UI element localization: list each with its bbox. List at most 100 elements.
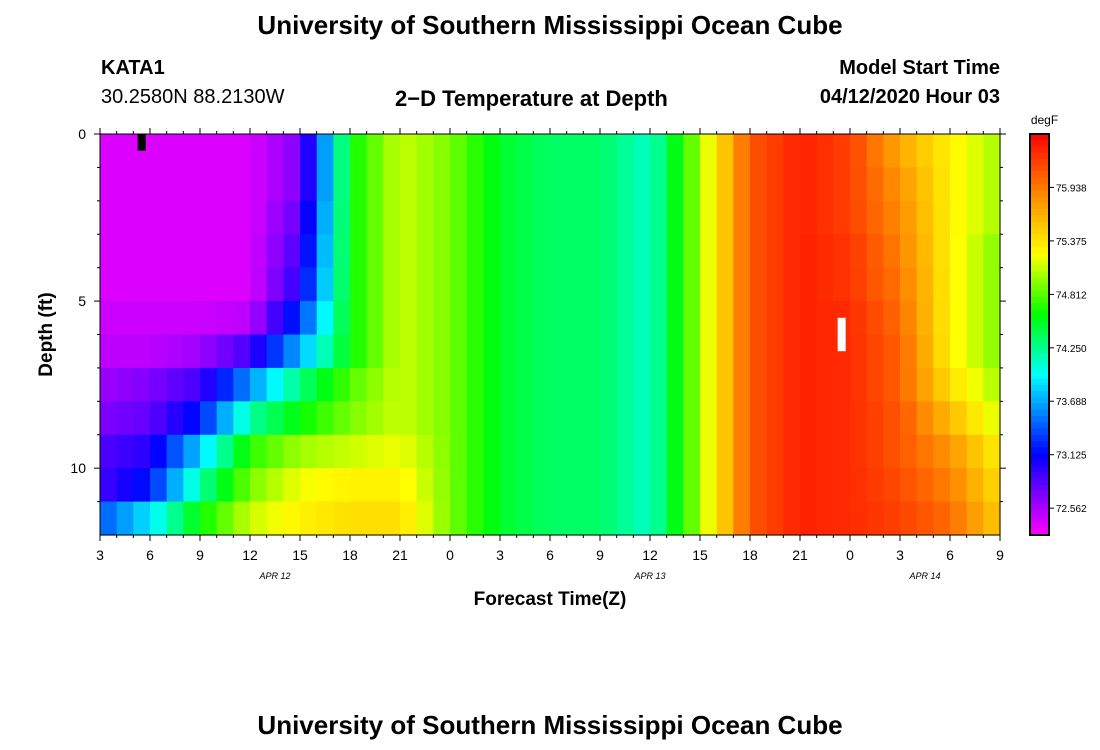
heatmap-cell — [833, 501, 851, 536]
heatmap-cell — [483, 468, 501, 503]
x-tick-label: 6 — [546, 547, 554, 563]
heatmap-cell — [600, 267, 618, 302]
colorbar-swatch — [1030, 234, 1049, 242]
colorbar-label: 75.938 — [1056, 183, 1087, 194]
colorbar-swatch — [1030, 140, 1049, 148]
heatmap-cell — [333, 134, 351, 169]
heatmap-cell — [916, 267, 934, 302]
heatmap-cell — [883, 267, 901, 302]
heatmap-cell — [383, 401, 401, 436]
heatmap-cell — [216, 367, 234, 402]
colorbar-swatch — [1030, 227, 1049, 235]
heatmap-cell — [233, 501, 251, 536]
heatmap-cell — [800, 401, 818, 436]
heatmap-cell — [200, 434, 218, 469]
heatmap-cell — [616, 301, 634, 336]
heatmap-cell — [383, 134, 401, 169]
heatmap-cell — [583, 334, 601, 369]
heatmap-cell — [950, 234, 968, 269]
heatmap-cell — [350, 301, 368, 336]
heatmap-cell — [166, 468, 184, 503]
heatmap-cell — [800, 200, 818, 235]
heatmap-cell — [683, 501, 701, 536]
heatmap-cell — [916, 501, 934, 536]
heatmap-cell — [383, 468, 401, 503]
x-tick-label: 9 — [996, 547, 1004, 563]
colorbar-swatch — [1030, 209, 1049, 217]
heatmap-cell — [400, 334, 418, 369]
heatmap-cell — [533, 267, 551, 302]
heatmap-cell — [883, 401, 901, 436]
heatmap-cell — [866, 468, 884, 503]
x-tick-label: 12 — [642, 547, 658, 563]
heatmap-cell — [466, 167, 484, 202]
heatmap-cell — [933, 167, 951, 202]
heatmap-cell — [383, 334, 401, 369]
heatmap-cell — [266, 434, 284, 469]
heatmap-cell — [150, 167, 168, 202]
heatmap-cell — [800, 468, 818, 503]
heatmap-cell — [616, 401, 634, 436]
heatmap-cell — [683, 301, 701, 336]
heatmap-cell — [233, 234, 251, 269]
heatmap-cell — [200, 468, 218, 503]
heatmap-cell — [500, 200, 518, 235]
x-tick-label: 9 — [196, 547, 204, 563]
heatmap-cell — [266, 167, 284, 202]
heatmap-cell — [100, 134, 118, 169]
heatmap-cell — [166, 267, 184, 302]
heatmap-cell — [750, 401, 768, 436]
heatmap-cell — [316, 267, 334, 302]
heatmap-cell — [683, 234, 701, 269]
heatmap-cell — [183, 134, 201, 169]
heatmap-cell — [900, 234, 918, 269]
colorbar-swatch — [1030, 390, 1049, 398]
heatmap-cell — [466, 200, 484, 235]
heatmap-cell — [416, 301, 434, 336]
heatmap-cell — [866, 134, 884, 169]
heatmap-cell — [333, 468, 351, 503]
heatmap-cell — [833, 200, 851, 235]
heatmap-cell — [850, 367, 868, 402]
heatmap-cell — [933, 301, 951, 336]
colorbar-swatch — [1030, 246, 1049, 254]
heatmap-cell — [283, 301, 301, 336]
heatmap-cell — [466, 301, 484, 336]
colorbar-swatch — [1030, 202, 1049, 210]
heatmap-cell — [650, 267, 668, 302]
heatmap-cell — [150, 301, 168, 336]
heatmap-cell — [883, 367, 901, 402]
heatmap-cell — [666, 200, 684, 235]
heatmap-cell — [150, 200, 168, 235]
heatmap-cell — [866, 334, 884, 369]
heatmap-cell — [500, 334, 518, 369]
heatmap-cell — [650, 501, 668, 536]
heatmap-cell — [383, 367, 401, 402]
plot-title: 2−D Temperature at Depth — [395, 86, 668, 111]
heatmap-cell — [683, 468, 701, 503]
heatmap-cell — [650, 234, 668, 269]
heatmap-cell — [966, 301, 984, 336]
x-tick-label: 15 — [292, 547, 308, 563]
heatmap-cell — [966, 167, 984, 202]
heatmap-cell — [133, 434, 151, 469]
heatmap-cell — [716, 434, 734, 469]
heatmap-cell — [916, 334, 934, 369]
heatmap-cell — [900, 267, 918, 302]
heatmap-cell — [416, 267, 434, 302]
heatmap-cell — [616, 167, 634, 202]
heatmap-cell — [766, 200, 784, 235]
heatmap-cell — [450, 167, 468, 202]
heatmap-cell — [200, 134, 218, 169]
heatmap-cell — [766, 367, 784, 402]
heatmap-cell — [683, 367, 701, 402]
heatmap-cell — [400, 167, 418, 202]
heatmap-cell — [316, 401, 334, 436]
heatmap-cell — [300, 434, 318, 469]
heatmap-cell — [583, 501, 601, 536]
colorbar-swatch — [1030, 453, 1049, 461]
colorbar-swatch — [1030, 221, 1049, 229]
heatmap-cell — [983, 301, 1001, 336]
heatmap-cell — [416, 134, 434, 169]
heatmap-cell — [550, 267, 568, 302]
